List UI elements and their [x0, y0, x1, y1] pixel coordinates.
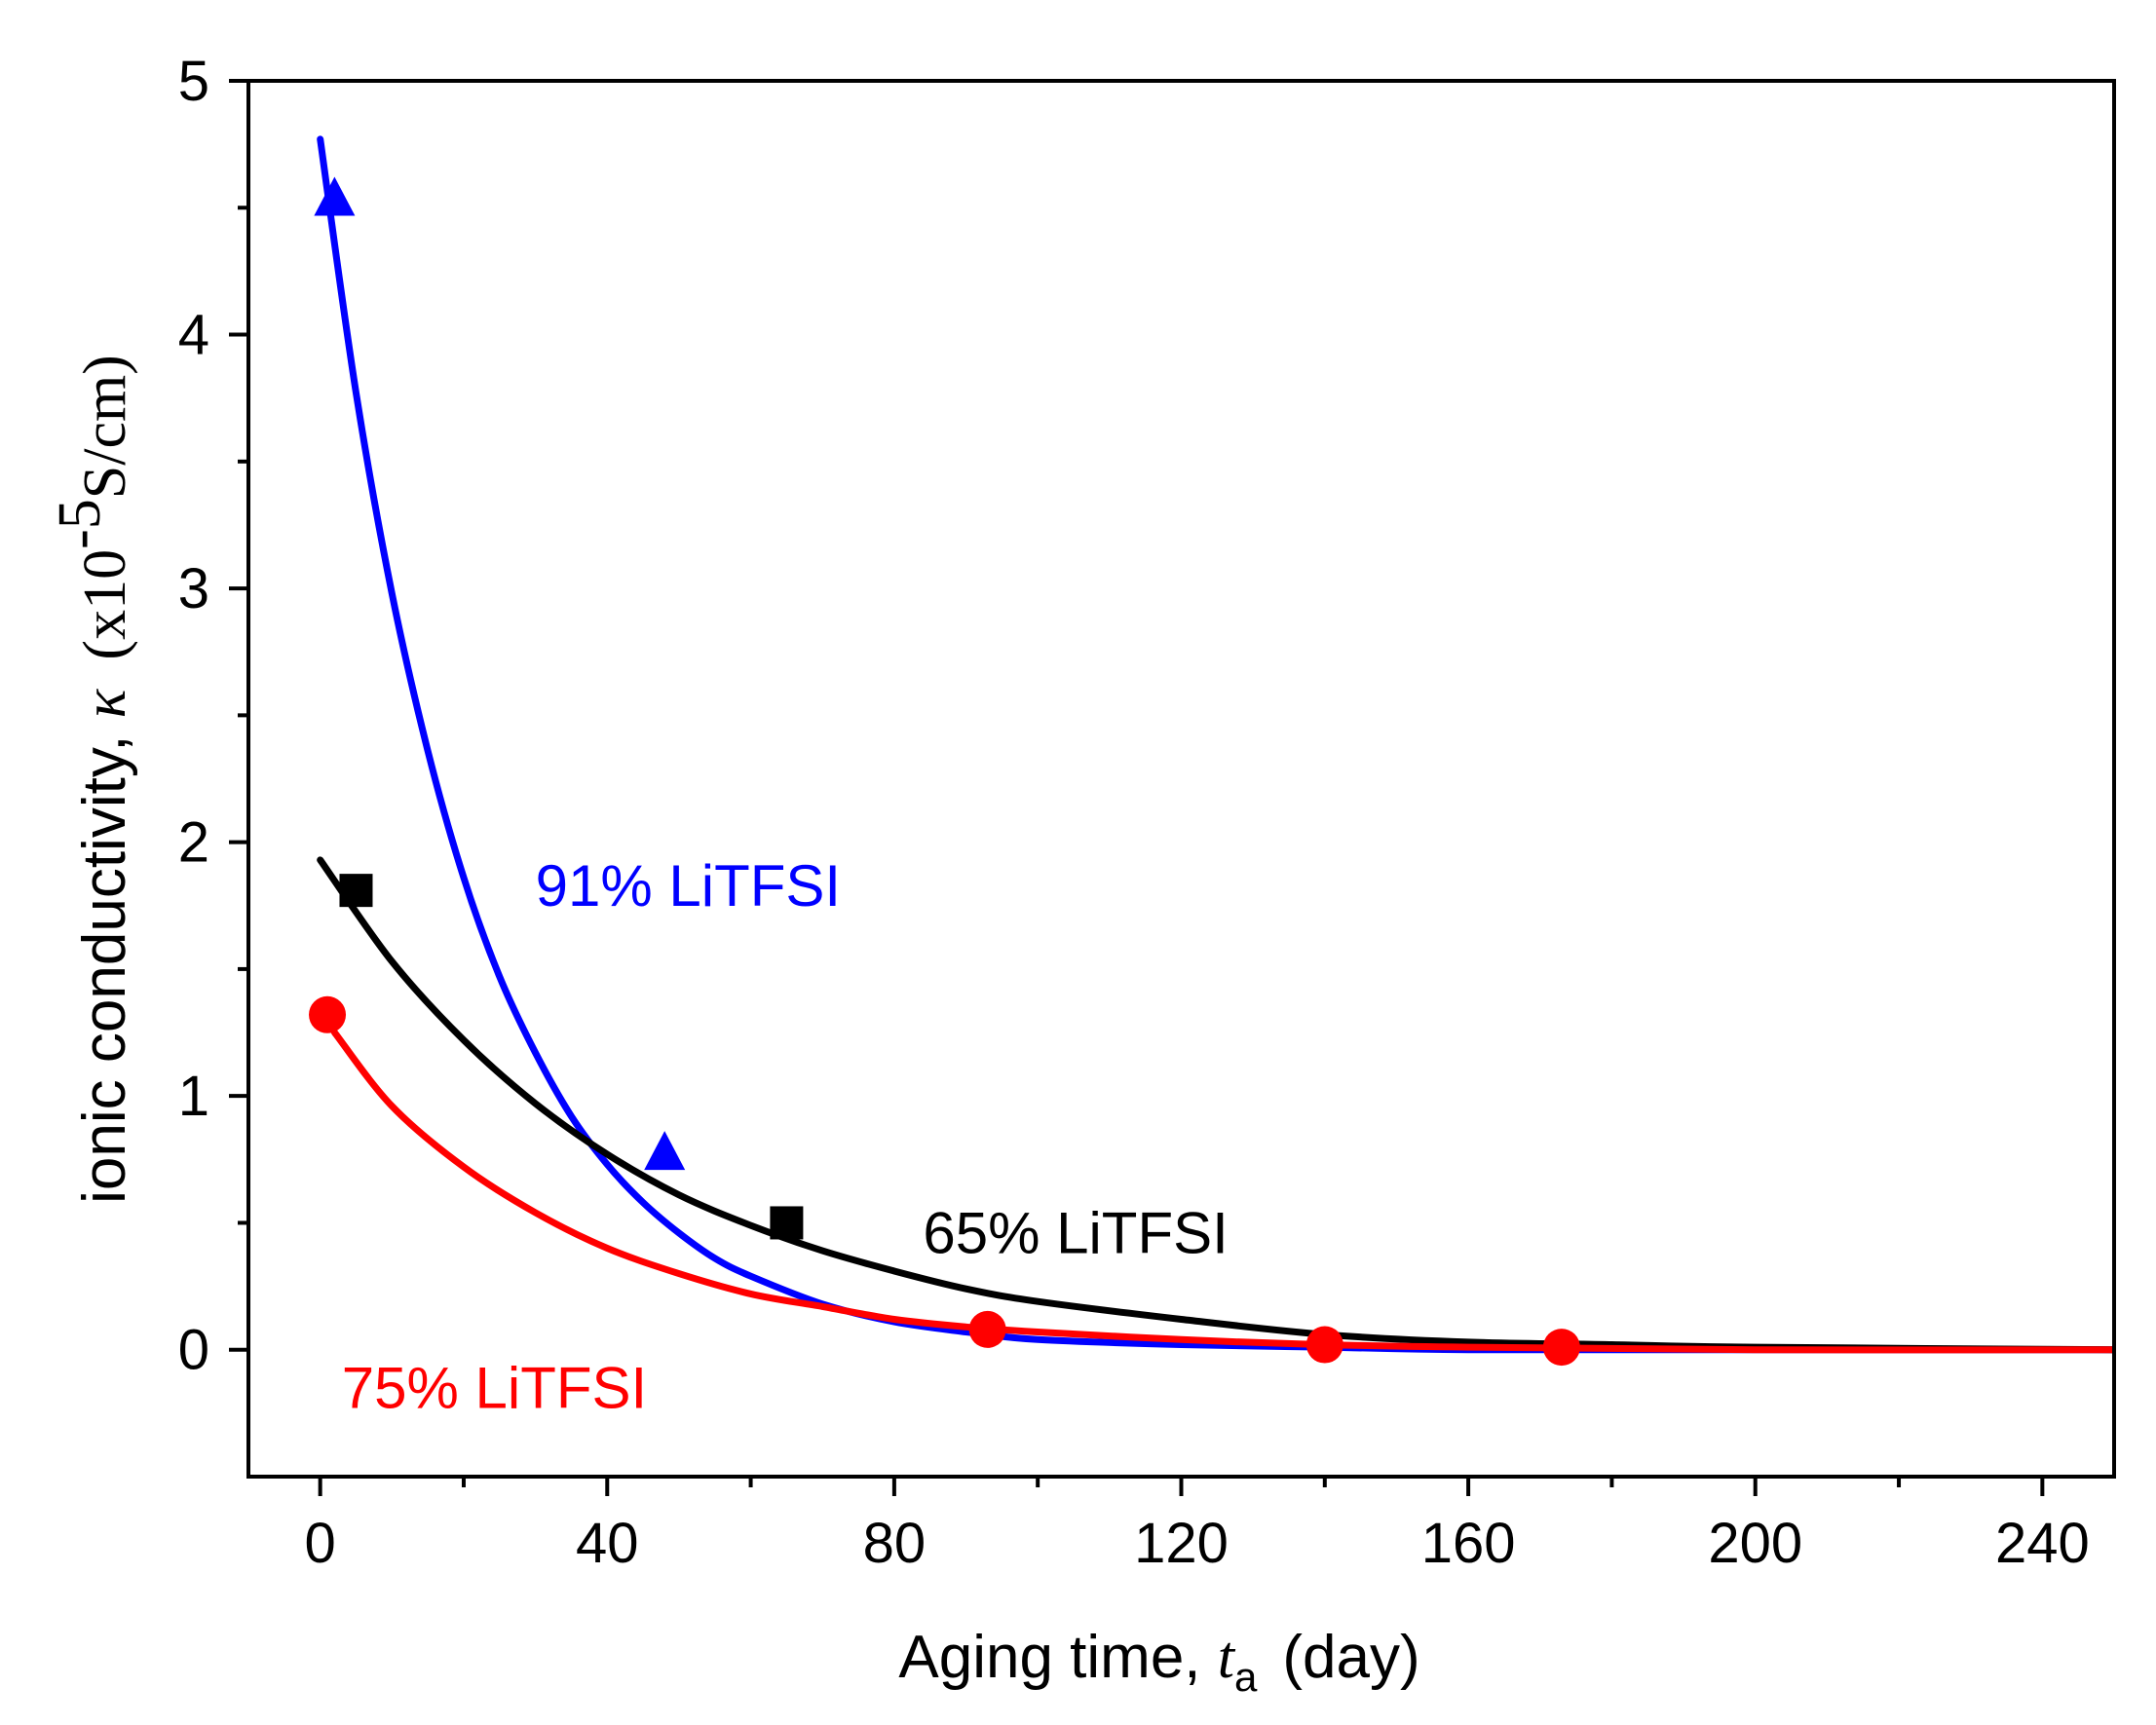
- annotation-91-litfsi: 91% LiTFSI: [536, 853, 841, 919]
- series-annotations: 91% LiTFSI 65% LiTFSI 75% LiTFSI: [342, 853, 1229, 1421]
- data-point-75-litfsi-0: [309, 995, 347, 1033]
- y-axis-title-unit-close: S/cm): [72, 355, 138, 499]
- data-point-75-litfsi-3: [1542, 1329, 1580, 1367]
- x-axis-title: Aging time, ta (day): [898, 1624, 1419, 1700]
- y-axis-title: ionic conductivity, κ (x10-5S/cm): [47, 355, 138, 1204]
- x-axis-title-subscript: a: [1234, 1654, 1258, 1700]
- data-point-91-litfsi-1: [644, 1131, 686, 1171]
- y-axis-title-symbol: κ: [72, 688, 138, 718]
- y-tick-label-0: 0: [178, 1319, 209, 1382]
- annotation-75-litfsi: 75% LiTFSI: [342, 1356, 647, 1421]
- x-axis-ticks: 0 40 80 120 160 200 240: [305, 1477, 2090, 1575]
- x-tick-label-0: 0: [305, 1512, 336, 1575]
- x-tick-label-1: 40: [576, 1512, 639, 1575]
- data-markers: [309, 176, 1580, 1367]
- y-tick-label-3: 3: [178, 557, 209, 620]
- fit-curve-91-litfsi: [317, 135, 2114, 1354]
- y-axis-title-prefix: ionic conductivity,: [71, 718, 138, 1204]
- y-axis-ticks: 0 1 2 3 4 5: [178, 50, 248, 1382]
- y-tick-label-2: 2: [178, 811, 209, 875]
- x-tick-label-6: 240: [1995, 1512, 2090, 1575]
- data-point-75-litfsi-2: [1305, 1326, 1343, 1364]
- x-tick-label-4: 160: [1421, 1512, 1516, 1575]
- x-axis-title-prefix: Aging time,: [898, 1624, 1217, 1691]
- data-point-75-litfsi-1: [968, 1310, 1006, 1348]
- x-tick-label-2: 80: [863, 1512, 927, 1575]
- x-tick-label-3: 120: [1134, 1512, 1229, 1575]
- plot-frame: [246, 79, 2116, 1479]
- fit-curves: [317, 135, 2114, 1354]
- x-tick-label-5: 200: [1708, 1512, 1802, 1575]
- y-axis-title-unit-exp: -5: [47, 499, 113, 549]
- y-axis-title-unit-open: (x10: [72, 549, 138, 660]
- data-point-65-litfsi-1: [770, 1206, 804, 1240]
- x-axis-title-unit: (day): [1282, 1624, 1419, 1691]
- data-point-91-litfsi-0: [314, 176, 356, 216]
- data-point-65-litfsi-0: [339, 874, 373, 908]
- annotation-65-litfsi: 65% LiTFSI: [923, 1201, 1228, 1266]
- x-axis-title-symbol: t: [1218, 1625, 1236, 1691]
- y-tick-label-4: 4: [178, 304, 209, 367]
- y-tick-label-5: 5: [178, 50, 209, 113]
- fit-curve-65-litfsi: [317, 856, 2114, 1354]
- y-tick-label-1: 1: [178, 1065, 209, 1128]
- fit-curve-75-litfsi: [330, 1029, 2114, 1354]
